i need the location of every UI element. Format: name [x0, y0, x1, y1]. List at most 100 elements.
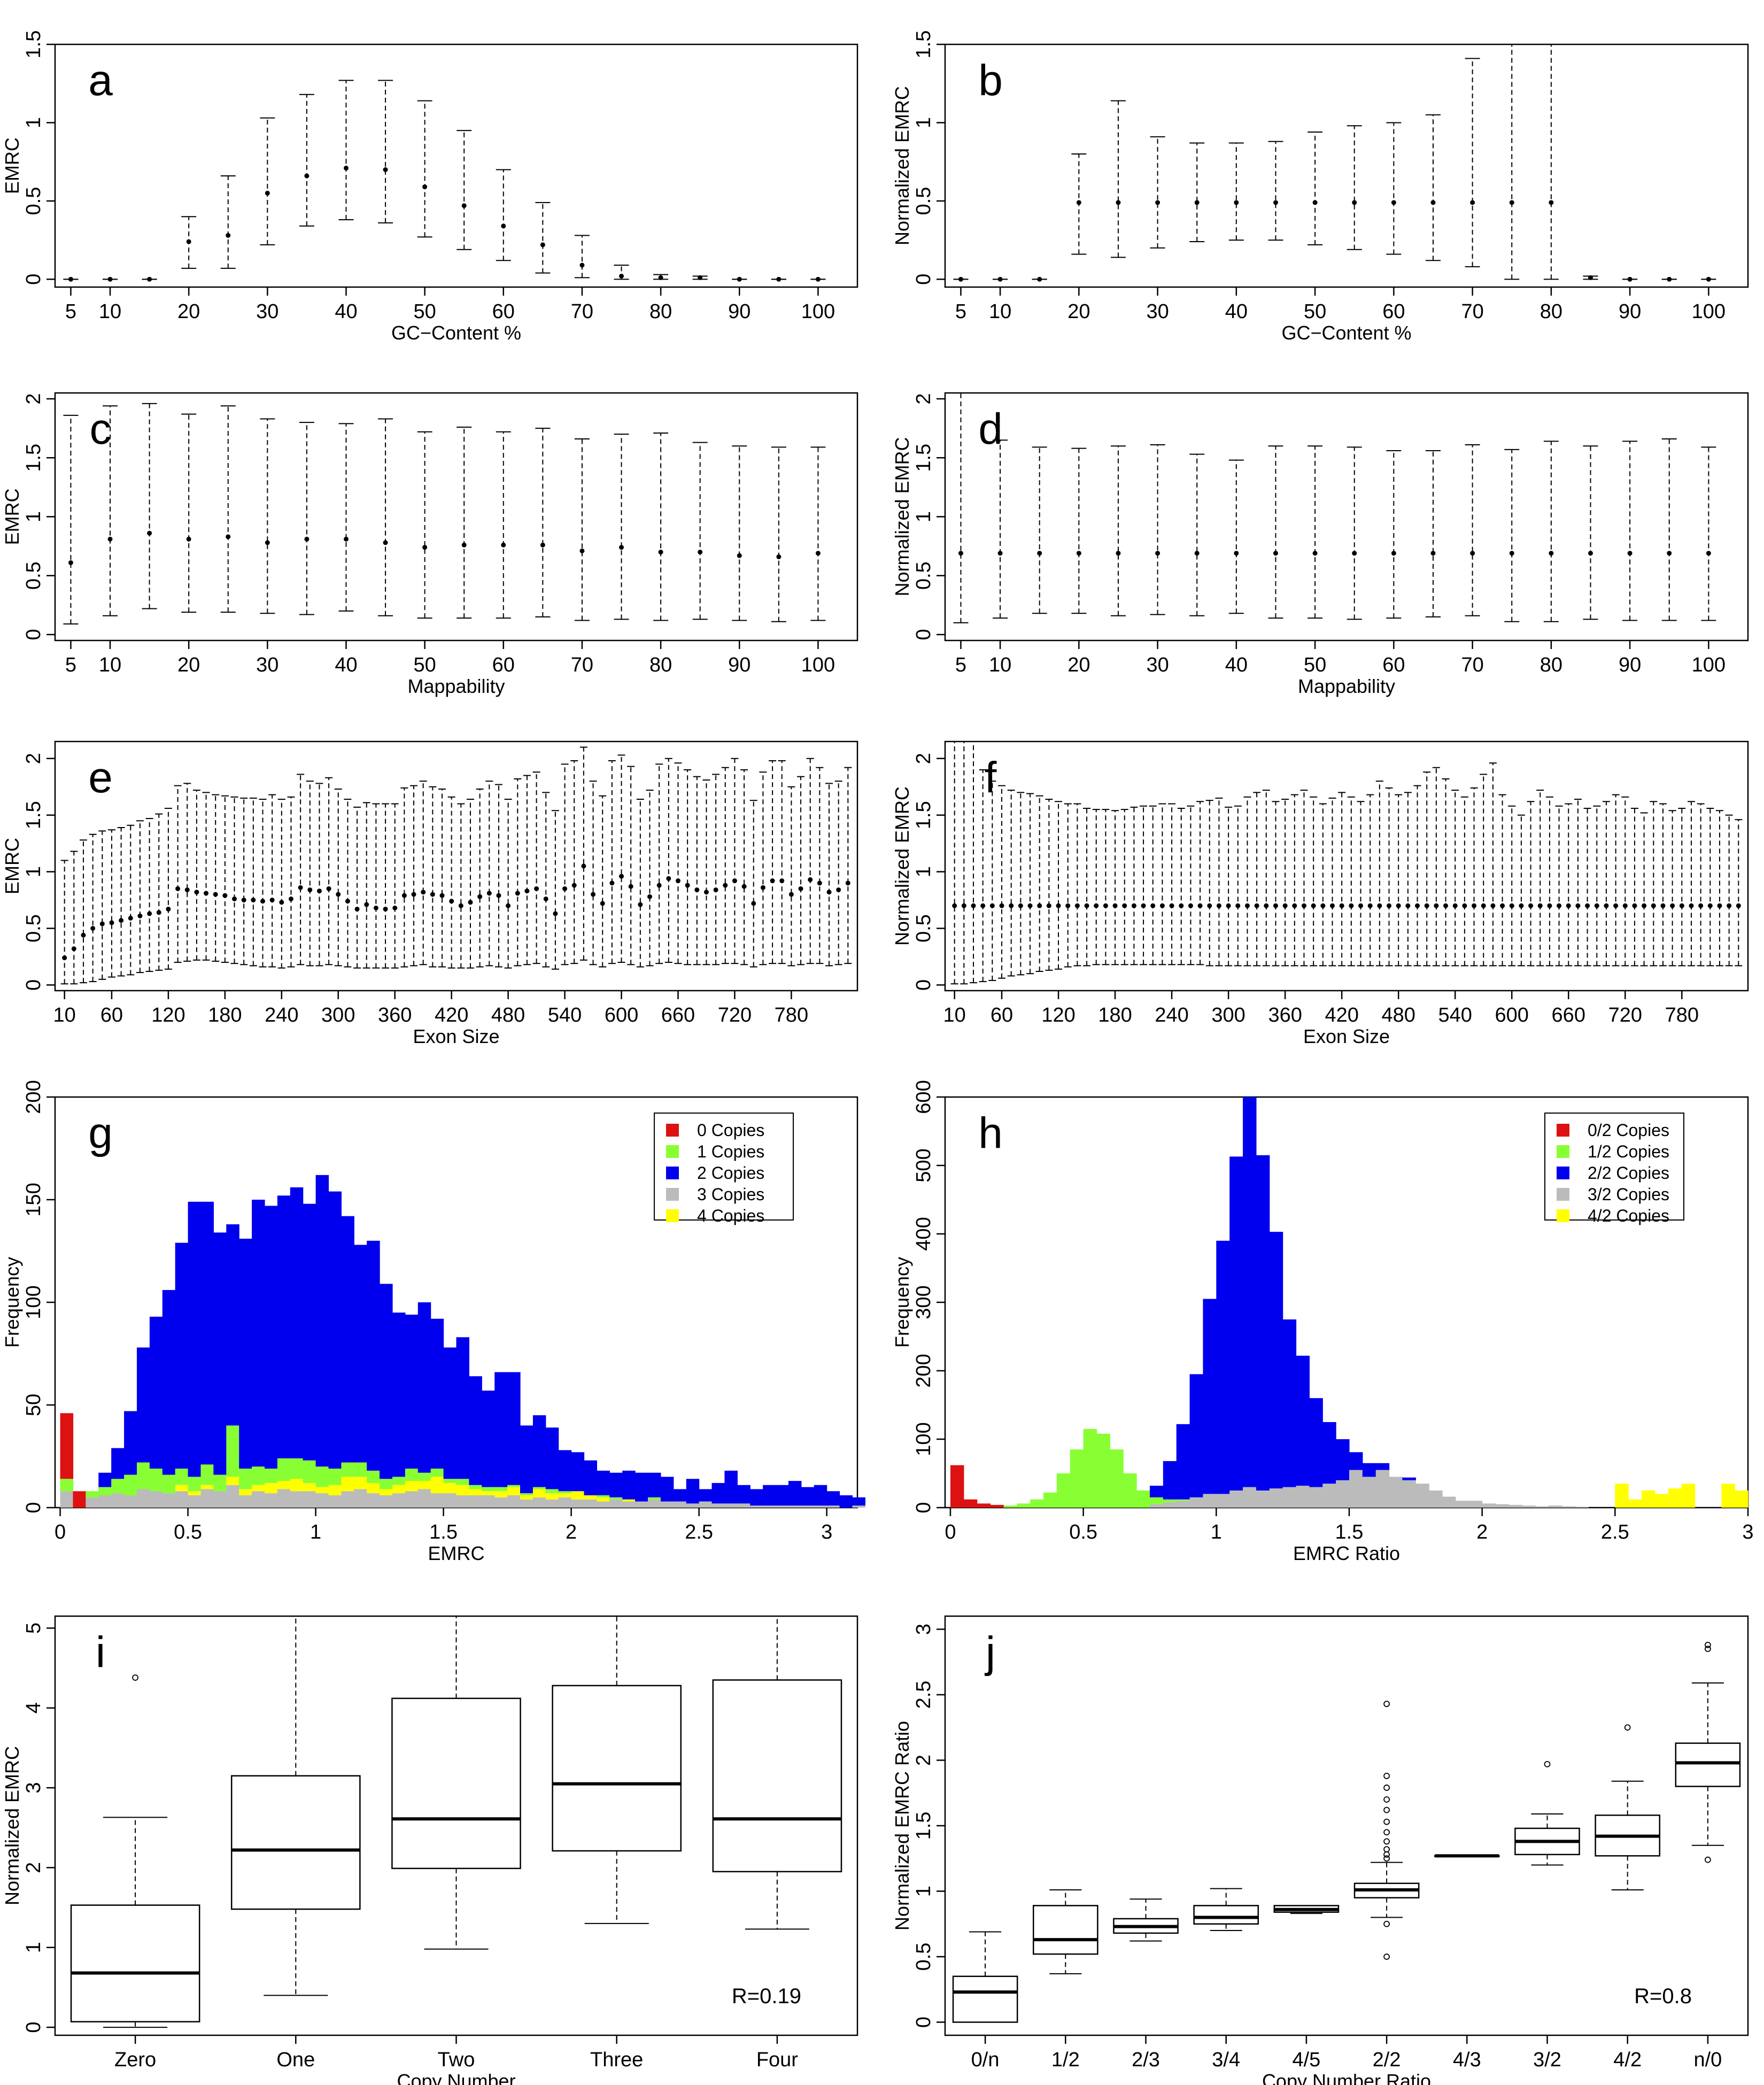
- mean-point: [506, 903, 511, 908]
- y-tick-label: 2.5: [912, 1681, 935, 1709]
- panel-c: 5 10 20 30 40 50 60 70 80 90 100 0 0.5 1 1.5 2 Mappabili…: [1, 392, 858, 697]
- outlier-point: [1383, 1855, 1390, 1862]
- histogram-bar: [1216, 1494, 1230, 1508]
- mean-point: [1481, 903, 1486, 908]
- mean-point: [788, 892, 794, 897]
- mean-point: [776, 276, 782, 282]
- histogram-bar: [252, 1485, 265, 1492]
- mean-point: [184, 887, 190, 892]
- histogram-bar: [1017, 1503, 1031, 1508]
- y-axis-label: Normalized EMRC Ratio: [891, 1721, 913, 1930]
- histogram-bar: [1309, 1398, 1323, 1487]
- mean-point: [343, 536, 349, 542]
- x-tick-label: 3: [821, 1521, 832, 1543]
- x-tick-label: 10: [989, 654, 1011, 676]
- plot-frame: [54, 43, 858, 288]
- y-tick-label: 100: [912, 1422, 935, 1456]
- histogram-bar: [711, 1503, 725, 1508]
- histogram-bar: [239, 1489, 252, 1495]
- mean-point: [175, 886, 181, 891]
- histogram-bar: [328, 1469, 342, 1485]
- histogram-bar: [520, 1499, 533, 1508]
- histogram-bar: [1149, 1504, 1164, 1508]
- histogram-bar: [315, 1175, 329, 1467]
- x-tick-label: 70: [1461, 300, 1483, 323]
- mean-point: [147, 276, 152, 282]
- mean-point: [1188, 903, 1193, 908]
- histogram-bar: [290, 1458, 304, 1479]
- mean-point: [845, 881, 850, 886]
- x-axis-label: Exon Size: [413, 1025, 499, 1047]
- histogram-bar: [1322, 1484, 1336, 1508]
- histogram-bar: [98, 1495, 112, 1508]
- mean-point: [581, 863, 586, 869]
- y-tick-label: 2: [912, 753, 935, 764]
- histogram-bar: [290, 1187, 304, 1458]
- histogram-bar: [1349, 1470, 1363, 1508]
- histogram-bar: [1096, 1433, 1110, 1508]
- y-tick-label: 0: [22, 979, 45, 991]
- histogram-bar: [977, 1503, 991, 1508]
- x-tick-label: 90: [1619, 300, 1641, 323]
- legend-label: 1 Copies: [697, 1142, 764, 1161]
- outlier-point: [1544, 1760, 1551, 1767]
- y-tick-label: 50: [22, 1394, 45, 1416]
- histogram-bar: [1628, 1499, 1642, 1508]
- histogram-bar: [213, 1474, 227, 1492]
- histogram-bar: [367, 1482, 380, 1494]
- mean-point: [1509, 200, 1514, 205]
- panel-label: b: [978, 56, 1003, 105]
- mean-point: [1076, 551, 1081, 556]
- histogram-bar: [264, 1469, 278, 1483]
- mean-point: [647, 894, 653, 899]
- mean-point: [304, 536, 310, 542]
- panel-label: e: [88, 753, 113, 802]
- panel-i: Zero One Two Three Four 0 1 2 3 4 5 Copy Number Norm…: [1, 1615, 858, 2085]
- mean-point: [1194, 200, 1200, 205]
- histogram-bar: [252, 1466, 265, 1485]
- panel-label: g: [88, 1109, 113, 1157]
- y-tick-label: 200: [22, 1080, 45, 1114]
- histogram-bar: [532, 1497, 546, 1508]
- histogram-bar: [545, 1427, 559, 1489]
- mean-point: [1194, 551, 1200, 556]
- histogram-bar: [86, 1497, 99, 1508]
- x-tick-label: 2/3: [1132, 2049, 1160, 2071]
- mean-point: [1443, 903, 1449, 908]
- mean-point: [1329, 903, 1335, 908]
- histogram-bar: [1548, 1505, 1562, 1508]
- x-tick-label: 540: [548, 1004, 582, 1026]
- panel-d: 5 10 20 30 40 50 60 70 80 90 100 0 0.5 1 1.5 2 Mappabili…: [891, 392, 1749, 697]
- y-tick-label: 2: [912, 393, 935, 404]
- histogram-bar: [175, 1485, 189, 1492]
- histogram-bar: [609, 1472, 623, 1497]
- x-tick-label: 120: [1041, 1004, 1075, 1026]
- mean-point: [732, 878, 737, 884]
- mean-point: [1037, 276, 1042, 282]
- legend-swatch: [1557, 1124, 1569, 1137]
- mean-point: [71, 946, 76, 952]
- mean-point: [128, 915, 133, 921]
- mean-point: [461, 542, 467, 547]
- mean-point: [354, 906, 360, 912]
- histogram-bar: [60, 1413, 74, 1479]
- histogram-bar: [584, 1460, 598, 1495]
- histogram-bar: [73, 1491, 86, 1508]
- outlier-point: [1383, 1920, 1390, 1927]
- mean-point: [1632, 903, 1637, 908]
- histogram-bar: [507, 1485, 521, 1487]
- histogram-bar: [430, 1469, 444, 1477]
- mean-point: [1537, 903, 1543, 908]
- mean-point: [770, 878, 775, 884]
- mean-point: [1660, 903, 1666, 908]
- outlier-point: [1383, 1806, 1390, 1813]
- histogram-bar: [456, 1495, 470, 1508]
- x-tick-label: 50: [413, 300, 436, 323]
- box-body: [230, 1775, 361, 1910]
- histogram-bar: [303, 1482, 316, 1492]
- histogram-bar: [252, 1200, 265, 1467]
- legend-swatch: [1557, 1188, 1569, 1201]
- mean-point: [1312, 551, 1318, 556]
- histogram-bar: [1415, 1484, 1429, 1508]
- x-tick-label: 3/4: [1212, 2049, 1240, 2071]
